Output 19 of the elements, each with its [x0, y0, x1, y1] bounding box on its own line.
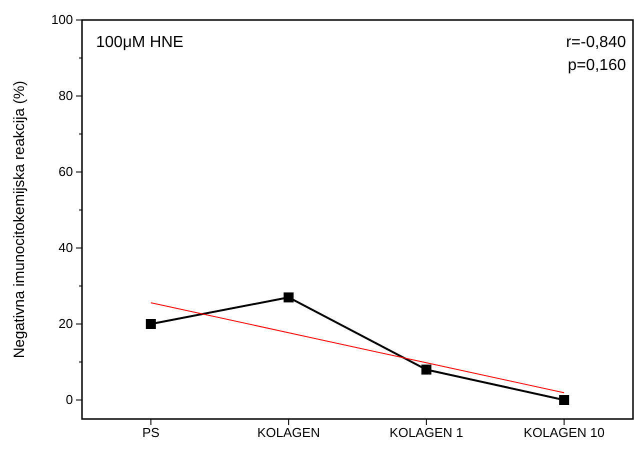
point: [284, 292, 294, 302]
y-tick-label: 60: [58, 164, 73, 180]
x-tick-label: KOLAGEN: [257, 425, 320, 440]
point: [146, 319, 156, 329]
y-tick-label: 20: [58, 316, 73, 332]
point: [421, 364, 432, 375]
point: [559, 395, 570, 405]
x-tick-label: KOLAGEN 10: [524, 425, 605, 440]
x-tick-label: PS: [142, 425, 160, 440]
annotation: 100μM HNE: [96, 34, 184, 51]
annotation: p=0,160: [568, 57, 626, 74]
y-axis-title: Negativna imunocitokemijska reakcija (%): [11, 80, 28, 358]
y-tick-label: 40: [58, 240, 73, 256]
line-series: [150, 302, 565, 394]
y-tick-label: 0: [66, 392, 73, 408]
y-tick-label: 100: [51, 12, 73, 28]
y-tick-label: 80: [58, 88, 73, 104]
x-tick-label: KOLAGEN 1: [390, 425, 464, 440]
annotation: r=-0,840: [566, 34, 626, 51]
